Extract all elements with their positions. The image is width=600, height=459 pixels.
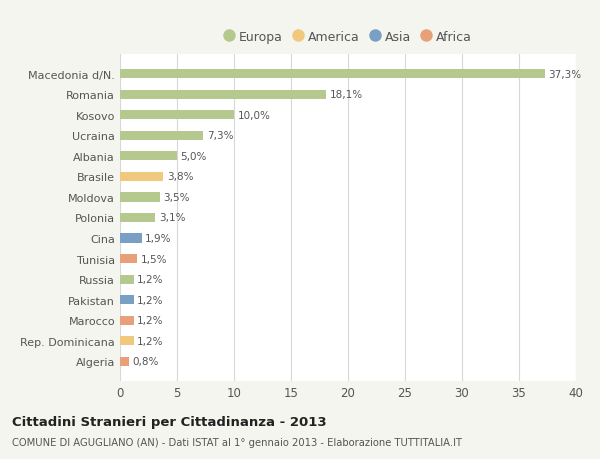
Bar <box>120 275 134 284</box>
Text: 1,2%: 1,2% <box>137 315 164 325</box>
Text: 3,8%: 3,8% <box>167 172 193 182</box>
Bar <box>120 357 129 366</box>
Text: 5,0%: 5,0% <box>181 151 207 162</box>
Text: 1,9%: 1,9% <box>145 234 172 244</box>
Bar <box>120 70 545 79</box>
Text: 1,2%: 1,2% <box>137 295 164 305</box>
Text: 0,8%: 0,8% <box>133 357 159 367</box>
Text: 7,3%: 7,3% <box>206 131 233 141</box>
Legend: Europa, America, Asia, Africa: Europa, America, Asia, Africa <box>219 25 477 48</box>
Bar <box>120 336 134 346</box>
Text: 37,3%: 37,3% <box>548 69 582 79</box>
Text: 1,5%: 1,5% <box>140 254 167 264</box>
Bar <box>120 173 163 182</box>
Text: 10,0%: 10,0% <box>238 111 270 121</box>
Text: 1,2%: 1,2% <box>137 336 164 346</box>
Text: COMUNE DI AGUGLIANO (AN) - Dati ISTAT al 1° gennaio 2013 - Elaborazione TUTTITAL: COMUNE DI AGUGLIANO (AN) - Dati ISTAT al… <box>12 437 462 447</box>
Text: Cittadini Stranieri per Cittadinanza - 2013: Cittadini Stranieri per Cittadinanza - 2… <box>12 415 326 428</box>
Bar <box>120 152 177 161</box>
Bar <box>120 131 203 140</box>
Bar <box>120 296 134 305</box>
Bar <box>120 254 137 263</box>
Bar <box>120 234 142 243</box>
Bar <box>120 193 160 202</box>
Bar <box>120 316 134 325</box>
Text: 1,2%: 1,2% <box>137 274 164 285</box>
Bar <box>120 90 326 100</box>
Text: 18,1%: 18,1% <box>330 90 363 100</box>
Text: 3,5%: 3,5% <box>163 192 190 202</box>
Text: 3,1%: 3,1% <box>159 213 185 223</box>
Bar <box>120 213 155 223</box>
Bar <box>120 111 234 120</box>
